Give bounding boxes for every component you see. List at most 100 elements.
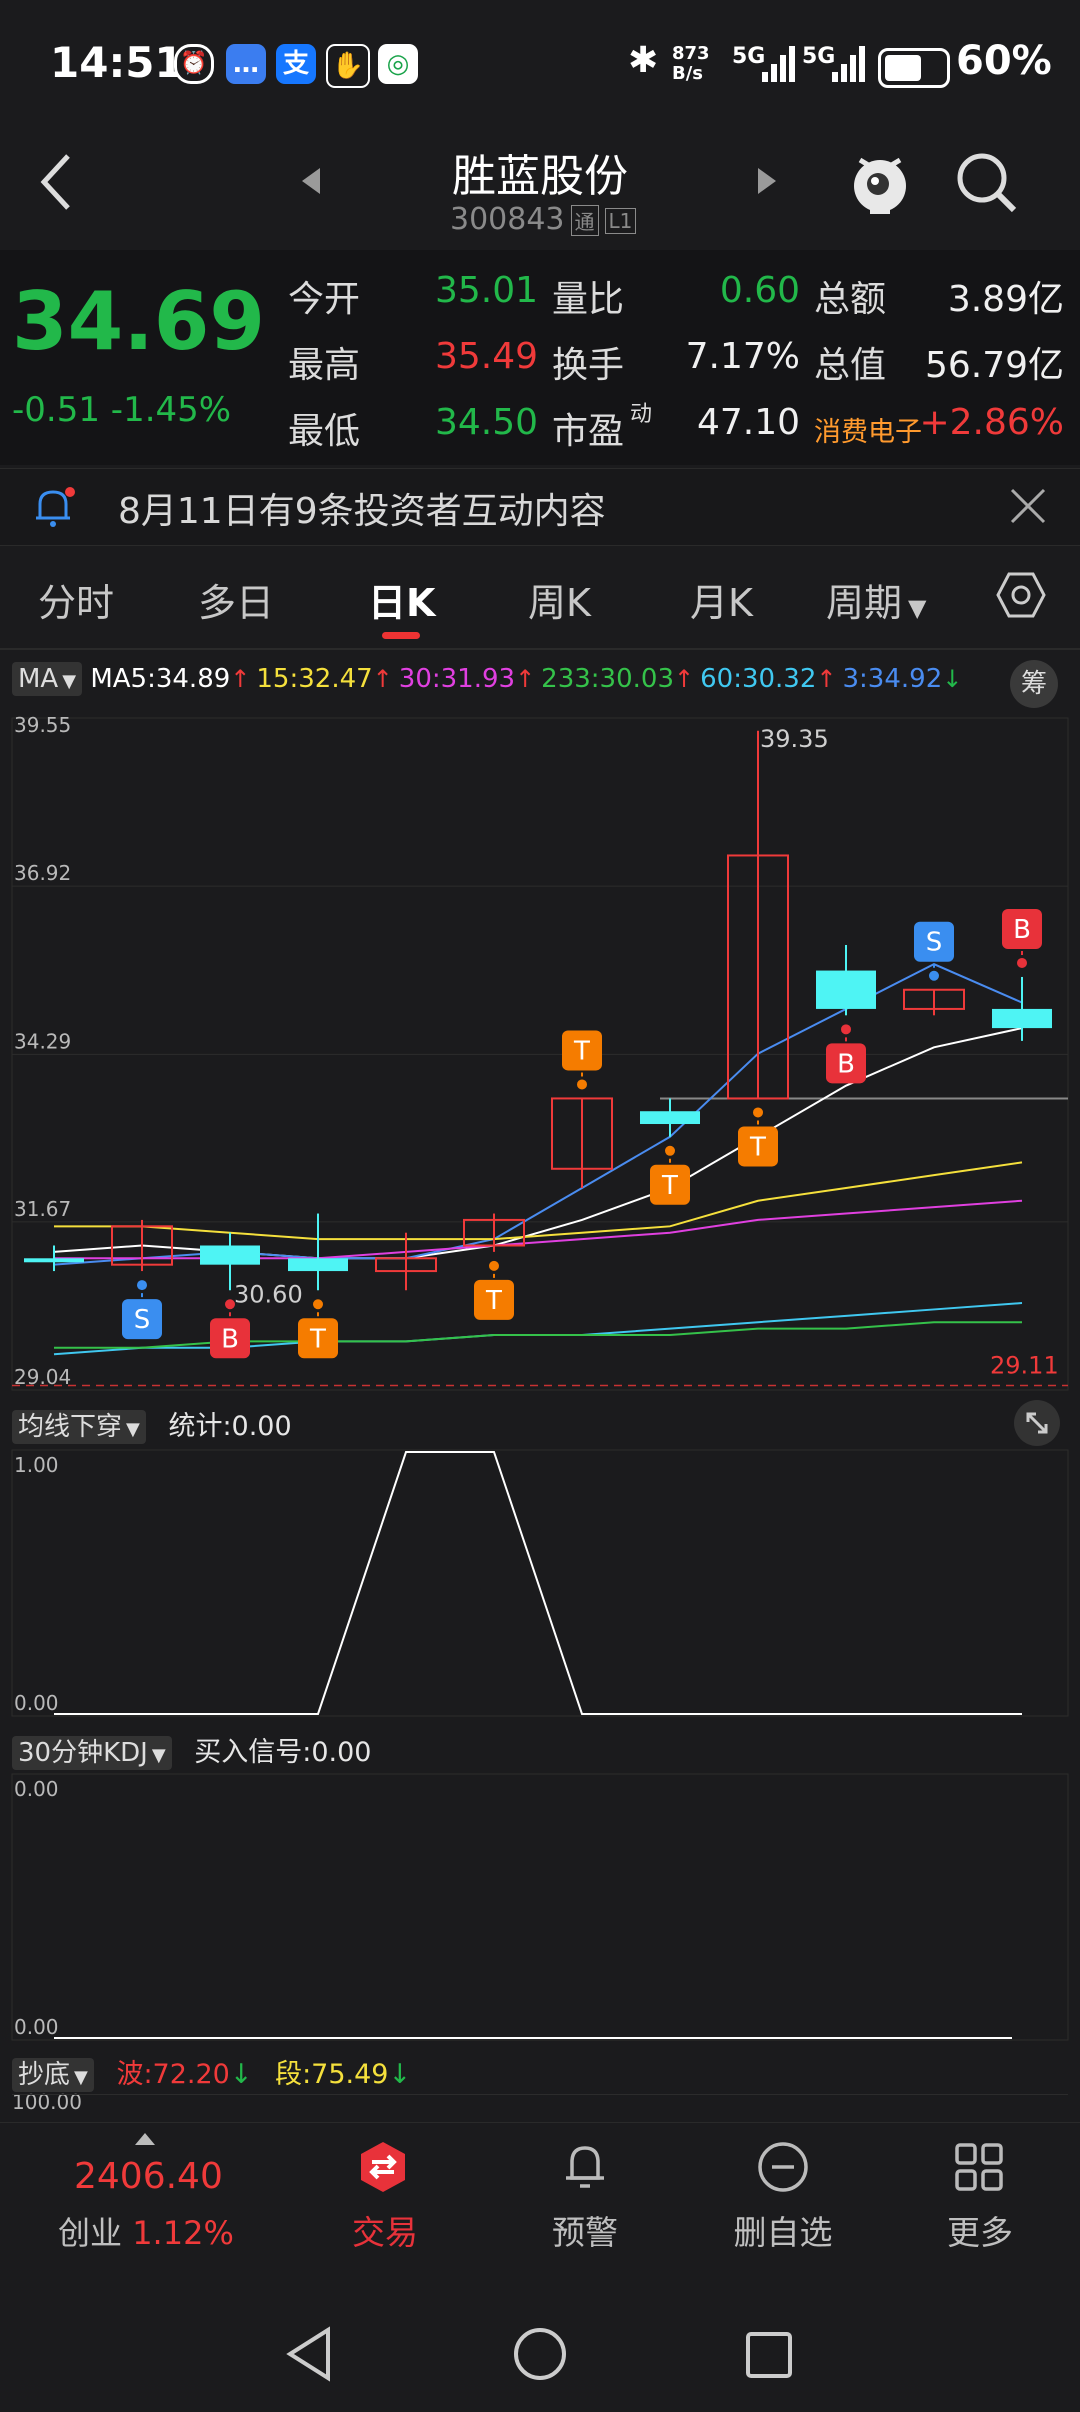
signal-label: T — [573, 1036, 590, 1066]
quote-label: 最高 — [288, 345, 361, 386]
indicator3-header: 抄底 ▼ 波:72.20↓ 段:75.49↓ — [12, 2052, 412, 2092]
back-icon[interactable] — [36, 150, 76, 218]
candle-body — [200, 1245, 260, 1265]
bell-icon — [30, 484, 76, 534]
candle-body — [24, 1258, 84, 1263]
candle-body — [288, 1258, 348, 1272]
chevron-down-icon: ▼ — [74, 2067, 88, 2088]
next-stock-icon[interactable] — [756, 166, 778, 200]
signal-dot — [1017, 957, 1027, 968]
candle-body — [903, 988, 965, 1010]
stock-code: 300843 通 L1 — [450, 202, 637, 237]
network-type-2: 5G — [802, 44, 836, 69]
expand-icon[interactable] — [1014, 1400, 1060, 1446]
y-tick-label: 0.00 — [14, 2015, 59, 2039]
signal-label: T — [749, 1132, 766, 1162]
quote-value: 3.89亿 — [947, 279, 1064, 320]
indicator3-bo: 波:72.20↓ — [116, 2059, 253, 2090]
indicator1-line — [54, 1451, 1022, 1715]
nav-alert[interactable]: 预警 — [552, 2213, 618, 2252]
indicator2-selector[interactable]: 30分钟KDJ ▼ — [12, 1736, 172, 1770]
more-grid-icon[interactable] — [954, 2142, 1004, 2196]
signal-badge — [562, 1030, 602, 1071]
candle-body — [375, 1257, 437, 1273]
price-change: -0.51 -1.45% — [12, 390, 232, 430]
badge-tong: 通 — [570, 205, 599, 236]
signal-badge — [1002, 908, 1042, 949]
signal-dot — [489, 1260, 499, 1271]
ma-legend-item: 15:32.47↑ — [256, 664, 393, 694]
right-price-label: 29.11 — [990, 1352, 1059, 1380]
indicator1-selector[interactable]: 均线下穿 ▼ — [12, 1410, 146, 1444]
signal-dot — [753, 1107, 763, 1118]
quote-value: 34.50 — [434, 402, 538, 443]
candle-body — [463, 1218, 525, 1247]
tab-daily-k[interactable]: 日K — [368, 581, 436, 625]
nav-trade[interactable]: 交易 — [352, 2213, 418, 2252]
y-tick-label: 0.00 — [14, 1691, 59, 1715]
signal-badge — [826, 1043, 866, 1084]
active-tab-indicator — [382, 632, 420, 639]
signal-dot — [841, 1024, 851, 1035]
tab-period[interactable]: 周期 ▼ — [826, 581, 927, 625]
ma-legend-item: 60:30.32↑ — [700, 664, 837, 694]
remove-watchlist-icon[interactable] — [756, 2140, 810, 2198]
tab-weekly-k[interactable]: 周K — [528, 581, 591, 625]
chip-distribution-button[interactable]: 筹 — [1010, 660, 1058, 708]
ma-legend-item: 30:31.93↑ — [398, 664, 536, 694]
signal-label: T — [485, 1286, 502, 1316]
indicator3-selector[interactable]: 抄底 ▼ — [12, 2058, 94, 2092]
signal-icon — [762, 46, 796, 86]
y-tick-label: 34.29 — [14, 1029, 71, 1053]
y-tick-label: 0.00 — [14, 1777, 59, 1801]
nav-remove-watchlist[interactable]: 删自选 — [733, 2213, 833, 2252]
candle-body — [992, 1008, 1052, 1029]
signal-badge — [210, 1318, 250, 1359]
ma-legend-item: 233:30.03↑ — [541, 664, 695, 694]
tab-intraday[interactable]: 分时 — [38, 581, 115, 625]
trade-icon[interactable] — [358, 2140, 408, 2194]
divider — [0, 648, 1080, 650]
mascot-icon[interactable] — [848, 146, 912, 220]
quote-value: 47.10 — [696, 402, 800, 443]
y-tick-label: 36.92 — [14, 861, 71, 885]
quote-value: 35.49 — [434, 336, 538, 377]
settings-icon[interactable] — [996, 570, 1046, 624]
tab-monthly-k[interactable]: 月K — [690, 581, 753, 625]
quote-label: 换手 — [552, 345, 625, 386]
nav-more[interactable]: 更多 — [947, 2213, 1013, 2252]
system-home-icon[interactable] — [512, 2326, 568, 2386]
battery-percent: 60% — [956, 38, 1052, 84]
search-icon[interactable] — [954, 150, 1018, 218]
index-name[interactable]: 创业 1.12% — [58, 2214, 234, 2252]
low-price-label: 30.60 — [234, 1280, 303, 1308]
candle-body — [816, 970, 876, 1009]
candle-body — [551, 1097, 613, 1170]
quote-label: 今开 — [288, 279, 361, 320]
system-back-icon[interactable] — [284, 2326, 334, 2386]
quote-label: 量比 — [552, 279, 625, 320]
indicator3-duan: 段:75.49↓ — [275, 2059, 412, 2090]
notice-text[interactable]: 8月11日有9条投资者互动内容 — [118, 491, 606, 532]
tab-multi-day[interactable]: 多日 — [198, 581, 275, 625]
indicator2-header: 30分钟KDJ ▼ 买入信号:0.00 — [12, 1730, 371, 1770]
ma-line-ma15 — [54, 1161, 1023, 1241]
close-icon[interactable] — [1008, 486, 1048, 530]
ma-line-ma5 — [53, 1027, 1023, 1260]
alert-bell-icon[interactable] — [560, 2140, 610, 2198]
badge-l1: L1 — [604, 207, 637, 234]
prev-stock-icon[interactable] — [300, 166, 322, 200]
ma-legend: MA ▼ MA5:34.89↑ 15:32.47↑ 30:31.93↑ 233:30.0… — [12, 662, 968, 696]
ma-selector[interactable]: MA ▼ — [12, 662, 83, 696]
quote-value: 35.01 — [434, 270, 538, 311]
quote-label: 最低 — [288, 411, 361, 452]
notice-bar[interactable] — [0, 468, 1080, 546]
chevron-down-icon: ▼ — [126, 1419, 140, 1440]
candle-body — [640, 1111, 700, 1125]
index-value[interactable]: 2406.40 — [74, 2156, 223, 2197]
y-tick-label: 31.67 — [14, 1197, 71, 1221]
system-recents-icon[interactable] — [744, 2330, 794, 2384]
chevron-down-icon: ▼ — [62, 671, 77, 692]
signal-label: B — [837, 1049, 855, 1079]
